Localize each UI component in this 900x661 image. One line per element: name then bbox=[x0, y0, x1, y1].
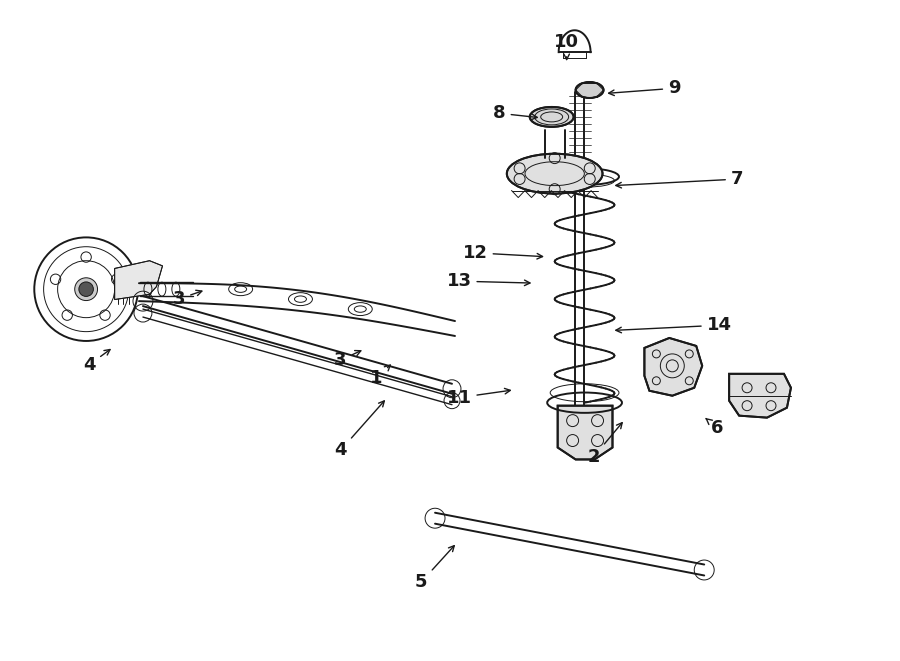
Text: 13: 13 bbox=[446, 272, 530, 290]
Circle shape bbox=[75, 278, 97, 301]
Polygon shape bbox=[729, 374, 791, 418]
Text: 3: 3 bbox=[173, 290, 202, 308]
Text: 3: 3 bbox=[334, 350, 361, 369]
Polygon shape bbox=[114, 260, 163, 299]
Text: 7: 7 bbox=[616, 170, 743, 188]
Polygon shape bbox=[558, 406, 613, 459]
Text: 11: 11 bbox=[446, 389, 510, 407]
Ellipse shape bbox=[530, 107, 573, 127]
Text: 6: 6 bbox=[706, 418, 724, 437]
Text: 1: 1 bbox=[370, 365, 391, 387]
Text: 2: 2 bbox=[588, 422, 622, 466]
Text: 14: 14 bbox=[616, 316, 732, 334]
Text: 4: 4 bbox=[334, 401, 384, 459]
Text: 5: 5 bbox=[415, 545, 454, 591]
Text: 12: 12 bbox=[463, 244, 543, 262]
Text: 8: 8 bbox=[493, 104, 537, 122]
Text: 10: 10 bbox=[554, 33, 579, 59]
Polygon shape bbox=[644, 338, 702, 396]
Text: 9: 9 bbox=[608, 79, 680, 97]
Ellipse shape bbox=[507, 154, 602, 194]
Text: 4: 4 bbox=[83, 350, 110, 373]
Ellipse shape bbox=[576, 82, 604, 98]
Circle shape bbox=[79, 282, 94, 296]
